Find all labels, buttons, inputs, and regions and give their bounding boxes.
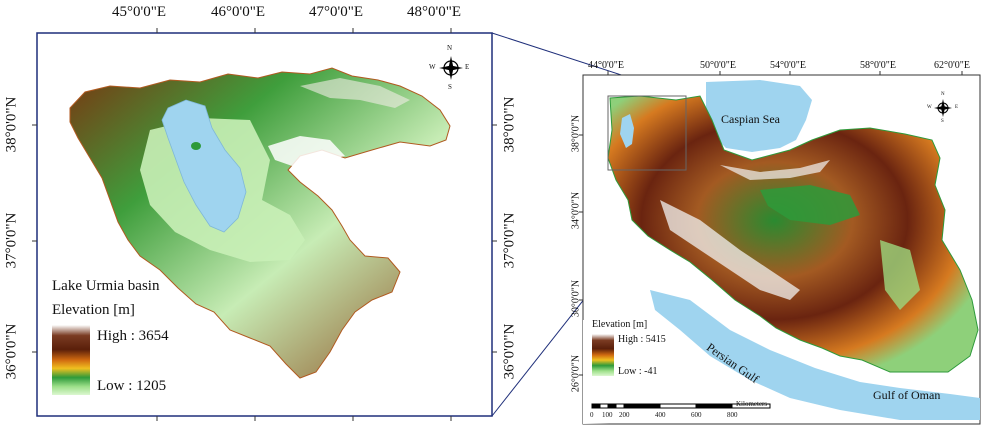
iran-central-green [760,185,860,225]
scale-tick-800: 800 [727,411,738,419]
scale-tick-400: 400 [655,411,666,419]
right-lat-label-2: 34°0'0"N [570,191,582,230]
scale-tick-600: 600 [691,411,702,419]
left-compass-e: E [465,63,470,71]
right-legend-high: High : 5415 [618,334,666,345]
left-lon-label-2: 46°0'0"E [211,4,265,20]
right-compass-e: E [955,105,959,110]
left-compass-w: W [429,63,436,71]
left-lat-label-2: 37°0'0"N [3,212,20,269]
scale-tick-100: 100 [602,411,613,419]
iran-urmia-lake [620,114,634,148]
caspian-sea [706,80,812,152]
right-compass-n: N [941,92,945,97]
right-lon-label-1: 44°0'0"E [588,60,624,71]
iran-shape [607,95,979,373]
right-compass [934,99,952,117]
scale-tick-200: 200 [619,411,630,419]
left-compass-s: S [448,83,452,91]
right-lon-label-4: 58°0'0"E [860,60,896,71]
left-legend-subtitle: Elevation [m] [52,302,135,318]
caspian-sea-label: Caspian Sea [721,112,780,126]
right-compass-s: S [941,119,944,124]
left-map-ticks [32,28,497,421]
right-lon-label-5: 62°0'0"E [934,60,970,71]
right-legend-low: Low : -41 [618,366,658,377]
left-lat-label-right-3: 36°0'0"N [501,323,518,380]
right-lat-label-1: 38°0'0"N [570,114,582,153]
left-lon-label-4: 48°0'0"E [407,4,461,20]
lake-island [191,142,201,150]
scale-bar [591,403,771,409]
scale-unit: Kilometers [736,400,768,408]
arabian-land [583,318,790,424]
left-compass [439,56,463,80]
left-legend-high: High : 3654 [97,328,169,344]
right-legend-ramp [592,334,614,376]
urmia-snow-peak-2 [300,78,410,108]
lake-urmia [161,99,247,233]
scale-tick-0: 0 [590,411,594,419]
right-compass-w: W [927,105,932,110]
left-lon-label-3: 47°0'0"E [309,4,363,20]
right-lat-label-3: 30°0'0"N [570,279,582,318]
iran-snow-ridge [660,200,800,300]
iran-east-lowland [880,240,920,310]
left-legend-title: Lake Urmia basin [52,278,160,294]
left-lat-label-3: 36°0'0"N [3,323,20,380]
left-legend-ramp [52,325,90,395]
urmia-snow-peak [268,136,345,168]
left-lat-label-1: 38°0'0"N [3,96,20,153]
iran-snow-ridge-2 [720,160,830,180]
right-lon-label-2: 50°0'0"E [700,60,736,71]
persian-gulf [650,290,980,420]
left-lat-label-right-1: 38°0'0"N [501,96,518,153]
left-lon-label-1: 45°0'0"E [112,4,166,20]
right-map-ticks [579,71,963,376]
right-lat-label-4: 26°0'0"N [570,354,582,393]
inset-box [607,95,687,171]
gulf-oman-label: Gulf of Oman [873,388,941,402]
left-lat-label-right-2: 37°0'0"N [501,212,518,269]
left-legend-low: Low : 1205 [97,378,167,394]
right-legend-title: Elevation [m] [592,319,648,330]
left-compass-n: N [447,44,453,52]
right-lon-label-3: 54°0'0"E [770,60,806,71]
